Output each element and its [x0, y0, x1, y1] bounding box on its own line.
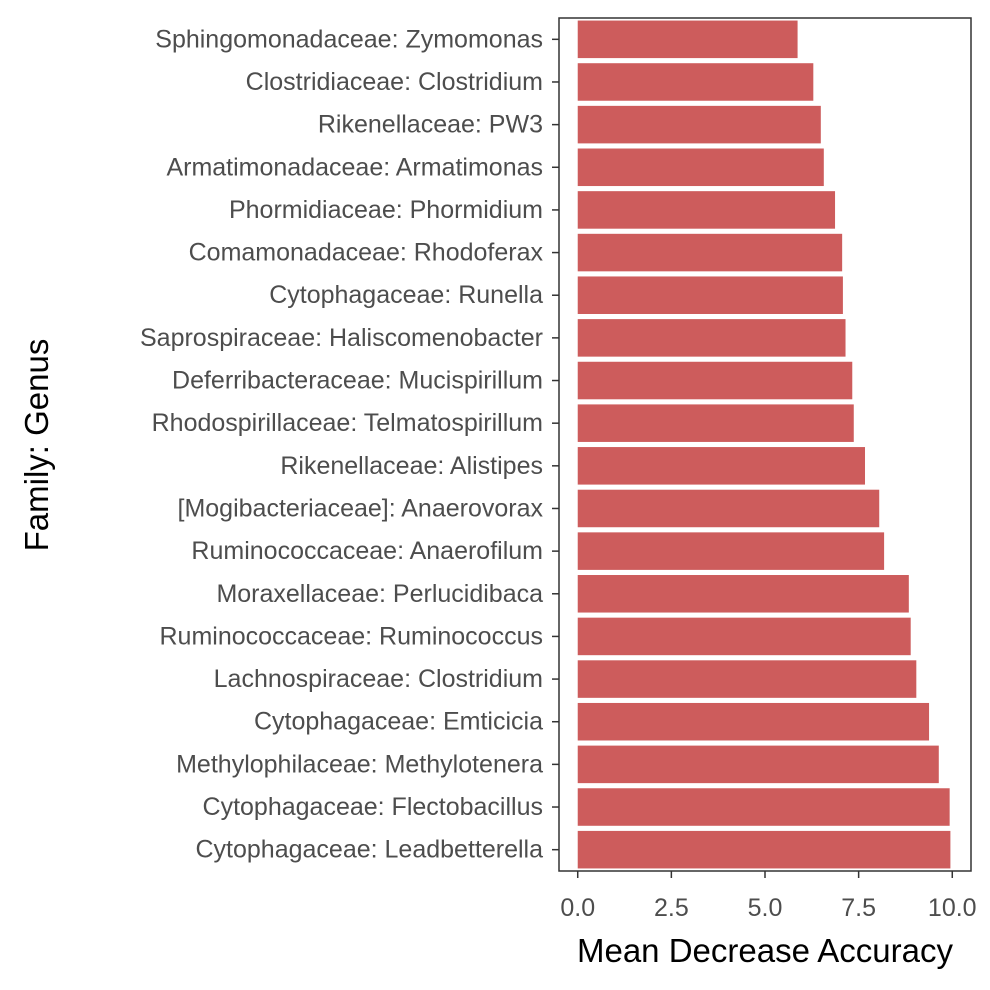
y-tick-label: Moraxellaceae: Perlucidibaca	[216, 580, 543, 608]
y-tick-label: Phormidiaceae: Phormidium	[229, 196, 543, 224]
bar	[577, 63, 814, 101]
bar	[577, 617, 911, 656]
bar	[577, 20, 798, 59]
bar	[577, 105, 821, 144]
y-tick-label: Ruminococcaceae: Anaerofilum	[191, 537, 543, 565]
y-tick-labels: Sphingomonadaceae: Zymomonas Clostridiace…	[140, 25, 543, 863]
bar	[577, 575, 909, 613]
y-tick-label: Cytophagaceae: Flectobacillus	[203, 793, 543, 821]
y-tick-label: Ruminococcaceae: Ruminococcus	[159, 622, 543, 650]
x-tick-label: 5.0	[748, 894, 783, 922]
y-tick-label: Rikenellaceae: PW3	[318, 111, 543, 139]
y-tick-marks	[552, 38, 559, 851]
bar	[577, 745, 939, 784]
x-ticks: 0.0 2.5 5.0 7.5 10.0	[560, 871, 977, 922]
bar	[577, 361, 853, 400]
bar	[577, 276, 843, 314]
y-tick-label: Cytophagaceae: Leadbetterella	[196, 836, 544, 864]
bar	[577, 788, 950, 826]
x-tick-label: 10.0	[928, 894, 977, 922]
y-tick-label: Methylophilaceae: Methylotenera	[176, 750, 543, 778]
bar	[577, 233, 843, 272]
y-tick-label: Comamonadaceae: Rhodoferax	[189, 239, 544, 267]
y-tick-label: Saprospiraceae: Haliscomenobacter	[140, 324, 543, 352]
plot-panel-border	[558, 17, 972, 872]
y-axis-title: Family: Genus	[18, 339, 55, 552]
y-tick-label: Lachnospiraceae: Clostridium	[214, 665, 543, 693]
bar	[577, 319, 846, 357]
y-tick-label: Deferribacteraceae: Mucispirillum	[172, 367, 543, 395]
bar	[577, 830, 951, 869]
y-tick-label: Cytophagaceae: Runella	[269, 281, 543, 309]
bar	[577, 660, 917, 698]
y-tick-label: Clostridiaceae: Clostridium	[246, 68, 543, 96]
y-tick-label: Armatimonadaceae: Armatimonas	[166, 153, 543, 181]
bar	[577, 148, 824, 187]
x-axis-title: Mean Decrease Accuracy	[577, 932, 954, 969]
y-tick-label: Rhodospirillaceae: Telmatospirillum	[152, 409, 543, 437]
x-tick-label: 0.0	[560, 894, 595, 922]
bar	[577, 702, 930, 741]
x-tick-label: 2.5	[654, 894, 689, 922]
x-tick-label: 7.5	[841, 894, 876, 922]
bar	[577, 404, 854, 442]
bar	[577, 191, 836, 229]
y-tick-label: [Mogibacteriaceae]: Anaerovorax	[178, 494, 544, 522]
bars-group	[577, 20, 951, 869]
y-tick-label: Sphingomonadaceae: Zymomonas	[155, 25, 543, 53]
y-tick-label: Cytophagaceae: Emticicia	[254, 708, 543, 736]
y-tick-label: Rikenellaceae: Alistipes	[280, 452, 543, 480]
bar	[577, 489, 880, 528]
bar	[577, 447, 866, 485]
bar	[577, 532, 885, 570]
